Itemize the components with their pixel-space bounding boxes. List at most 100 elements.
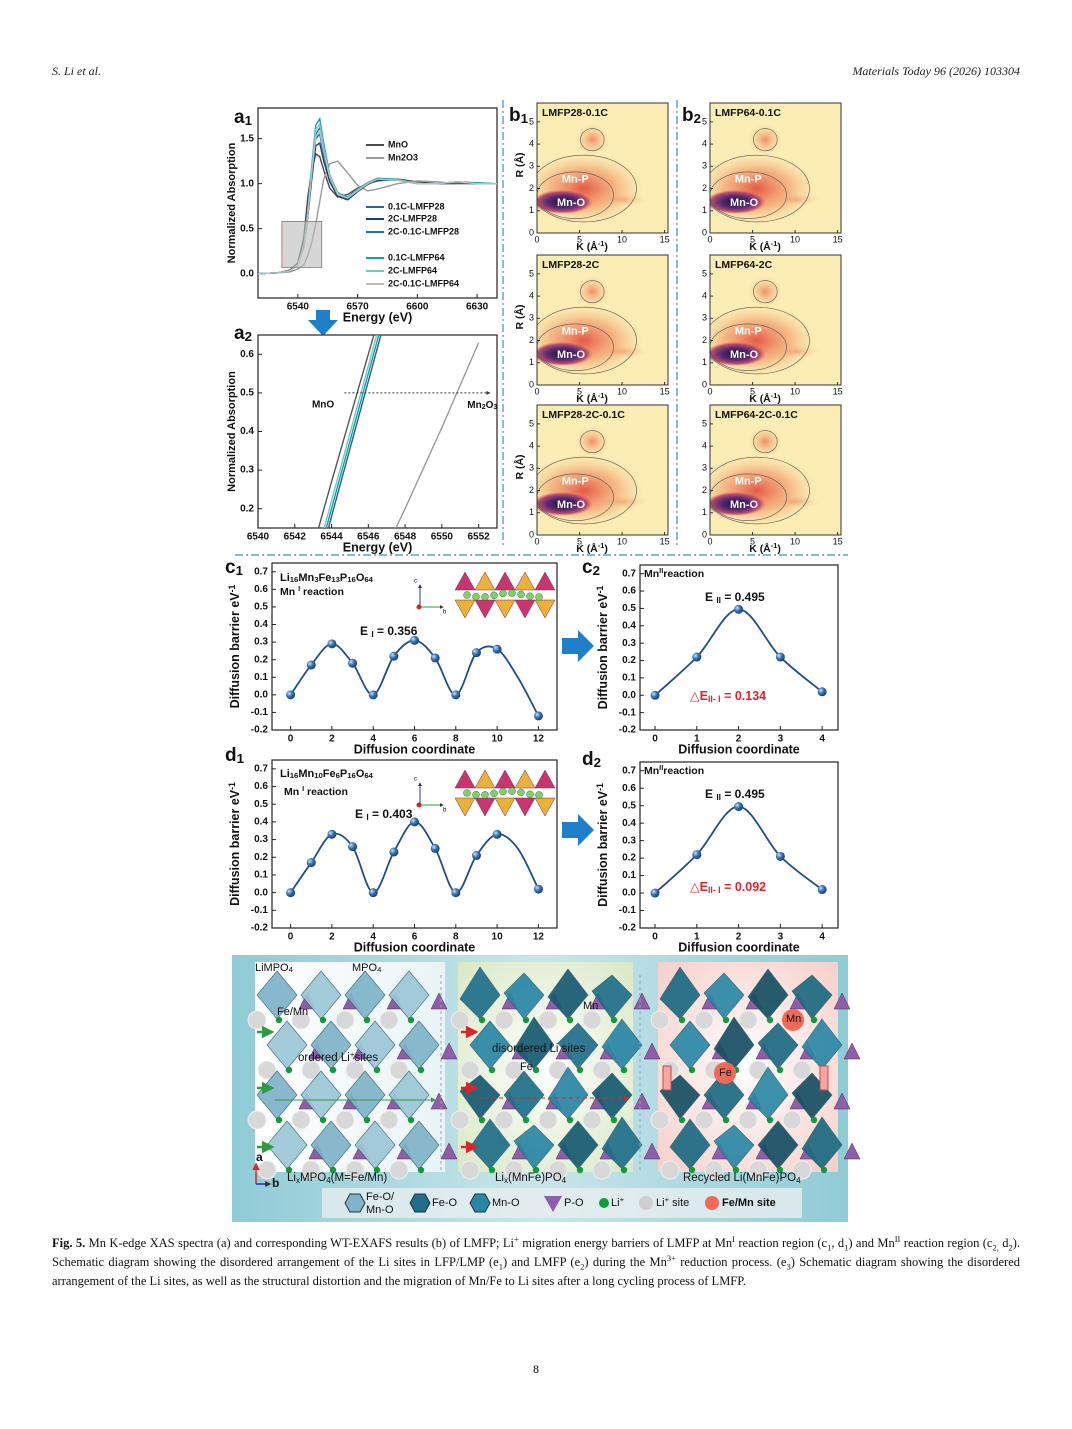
axis-label: c [414, 777, 417, 783]
y-tick-label: 0.3 [254, 834, 268, 845]
schematic-label: LiMPO4 [255, 962, 294, 975]
y-tick-label: 3 [702, 313, 707, 323]
y-tick-label: 0 [702, 379, 707, 389]
caption-run: ). Schematic diagram showing the disorde… [52, 1236, 1021, 1269]
x-axis-label-run: K (Å [749, 240, 771, 253]
schematic-label-run: (MnFe)PO [508, 1172, 562, 1184]
formula-run: P [340, 572, 347, 584]
polyhedron [514, 769, 536, 789]
formula-run: 16 [347, 771, 356, 780]
li-site [291, 1010, 311, 1030]
x-axis-label-run: K (Å [749, 392, 771, 405]
formula-run: 6 [336, 771, 340, 780]
data-point [368, 888, 378, 898]
peak-label: Mn-P [735, 476, 762, 488]
x-tick-label: 10 [617, 386, 627, 396]
wt-panel: LMFP64-2C-0.1C Mn-P Mn-O 0 1 2 3 4 5 0 5 10 15 K (Å-1… [702, 404, 843, 555]
contour [710, 154, 810, 223]
li-ion [319, 1016, 327, 1024]
y-tick-label: 0.6 [254, 584, 268, 595]
zoom-box [281, 221, 323, 268]
tetrahedron [633, 1092, 651, 1110]
li-path [517, 788, 525, 797]
li-ion [620, 1166, 628, 1174]
y-tick-label: -0.2 [619, 923, 637, 934]
x-axis-label-run: K (Å [576, 240, 598, 253]
reaction-label-run: reaction [663, 765, 704, 777]
caption-run: ) and LMFP (e [502, 1255, 581, 1269]
li-site [504, 1060, 524, 1080]
li-ion [363, 1016, 371, 1024]
li-site [257, 1160, 277, 1180]
data-line [323, 335, 378, 528]
legend-label: Li+ site [656, 1195, 689, 1209]
y-tick-label: -0.1 [619, 707, 637, 718]
panel-label-run: b [682, 105, 694, 126]
y-tick-label: 0.4 [622, 620, 636, 631]
panel-label: a1 [234, 107, 253, 128]
formula: Li16Mn10Fe6P16O64 [280, 768, 374, 781]
y-tick-label: 0.0 [254, 887, 268, 898]
li-ion [766, 1016, 774, 1024]
li-site [494, 1110, 514, 1130]
y-tick-label: 2 [702, 183, 707, 193]
y-tick-label: 0.0 [622, 888, 636, 899]
schematic-label-run: 4 [562, 1176, 567, 1185]
caption-run: Mn K-edge XAS spectra (a) and correspond… [85, 1236, 515, 1250]
x-tick-label: 1 [694, 932, 700, 943]
y-axis-label: Diffusion barrier eV-1 [227, 584, 243, 708]
polyhedron [494, 571, 516, 591]
delta-label: △EII- I = 0.134 [690, 689, 766, 704]
reaction-label-run: reaction [300, 586, 344, 598]
li-ion [678, 1016, 686, 1024]
legend-icon [599, 1198, 609, 1208]
caption-run: ) during the Mn [584, 1255, 667, 1269]
x-tick-label: 10 [790, 386, 800, 396]
schematic-label: Fe/Mn [277, 1006, 308, 1018]
li-ion [407, 1016, 415, 1024]
y-tick-label: 0.2 [622, 853, 636, 864]
y-tick-label: 0.5 [240, 223, 254, 234]
legend-label-run: Fe/Mn site [722, 1197, 776, 1209]
caption-run: ) and Mn [848, 1236, 895, 1250]
schematic-label-run: Recycled Li(MnFe)PO [683, 1172, 796, 1184]
x-tick-label: 10 [492, 932, 504, 943]
li-ion [522, 1016, 530, 1024]
reaction-label: MnIIreaction [644, 763, 704, 777]
legend-label: 2C-0.1C-LMFP28 [388, 226, 459, 236]
x-tick-label: 6 [412, 932, 418, 943]
y-tick-label: 1 [529, 507, 534, 517]
panel-label: b1 [509, 105, 529, 126]
x-tick-label: 6542 [284, 532, 307, 543]
li-path [472, 592, 480, 601]
heat-region [537, 153, 644, 225]
legend-label-run: Fe-O [432, 1197, 458, 1209]
li-ion [566, 1016, 574, 1024]
li-site [460, 1160, 480, 1180]
formula-run: Fe [323, 768, 336, 780]
schematic-label-run: Fe/Mn [277, 1006, 308, 1018]
y-tick-label: 0.2 [240, 503, 254, 514]
contour [710, 323, 787, 371]
li-site [738, 1110, 758, 1130]
barrier-label-run: E [705, 787, 716, 801]
formula-run: Mn [298, 572, 314, 584]
schematic-label: disordered Li sites [492, 1043, 586, 1055]
li-path [490, 591, 498, 600]
li-site [291, 1110, 311, 1130]
fe-mn-site [714, 1062, 736, 1084]
tetrahedron [643, 1142, 661, 1160]
data-point [451, 888, 461, 898]
panel-title: LMFP28-2C [542, 259, 600, 271]
data-point [817, 687, 827, 697]
wt-panel: LMFP64-2C Mn-P Mn-O 0 1 2 3 4 5 0 5 10 15 K (Å-1) [702, 254, 843, 405]
y-tick-label: 0.0 [240, 268, 254, 279]
li-site [538, 1010, 558, 1030]
li-path [463, 789, 471, 797]
schematic-label-run: 4 [289, 965, 294, 974]
panel-label-run: 1 [521, 111, 529, 126]
wt-panel: LMFP28-2C-0.1C Mn-P Mn-O 0 1 2 3 4 5 0 5 10 15 K (Å-1… [513, 404, 670, 555]
x-tick-label: 0 [534, 234, 539, 244]
li-ion [478, 1016, 486, 1024]
